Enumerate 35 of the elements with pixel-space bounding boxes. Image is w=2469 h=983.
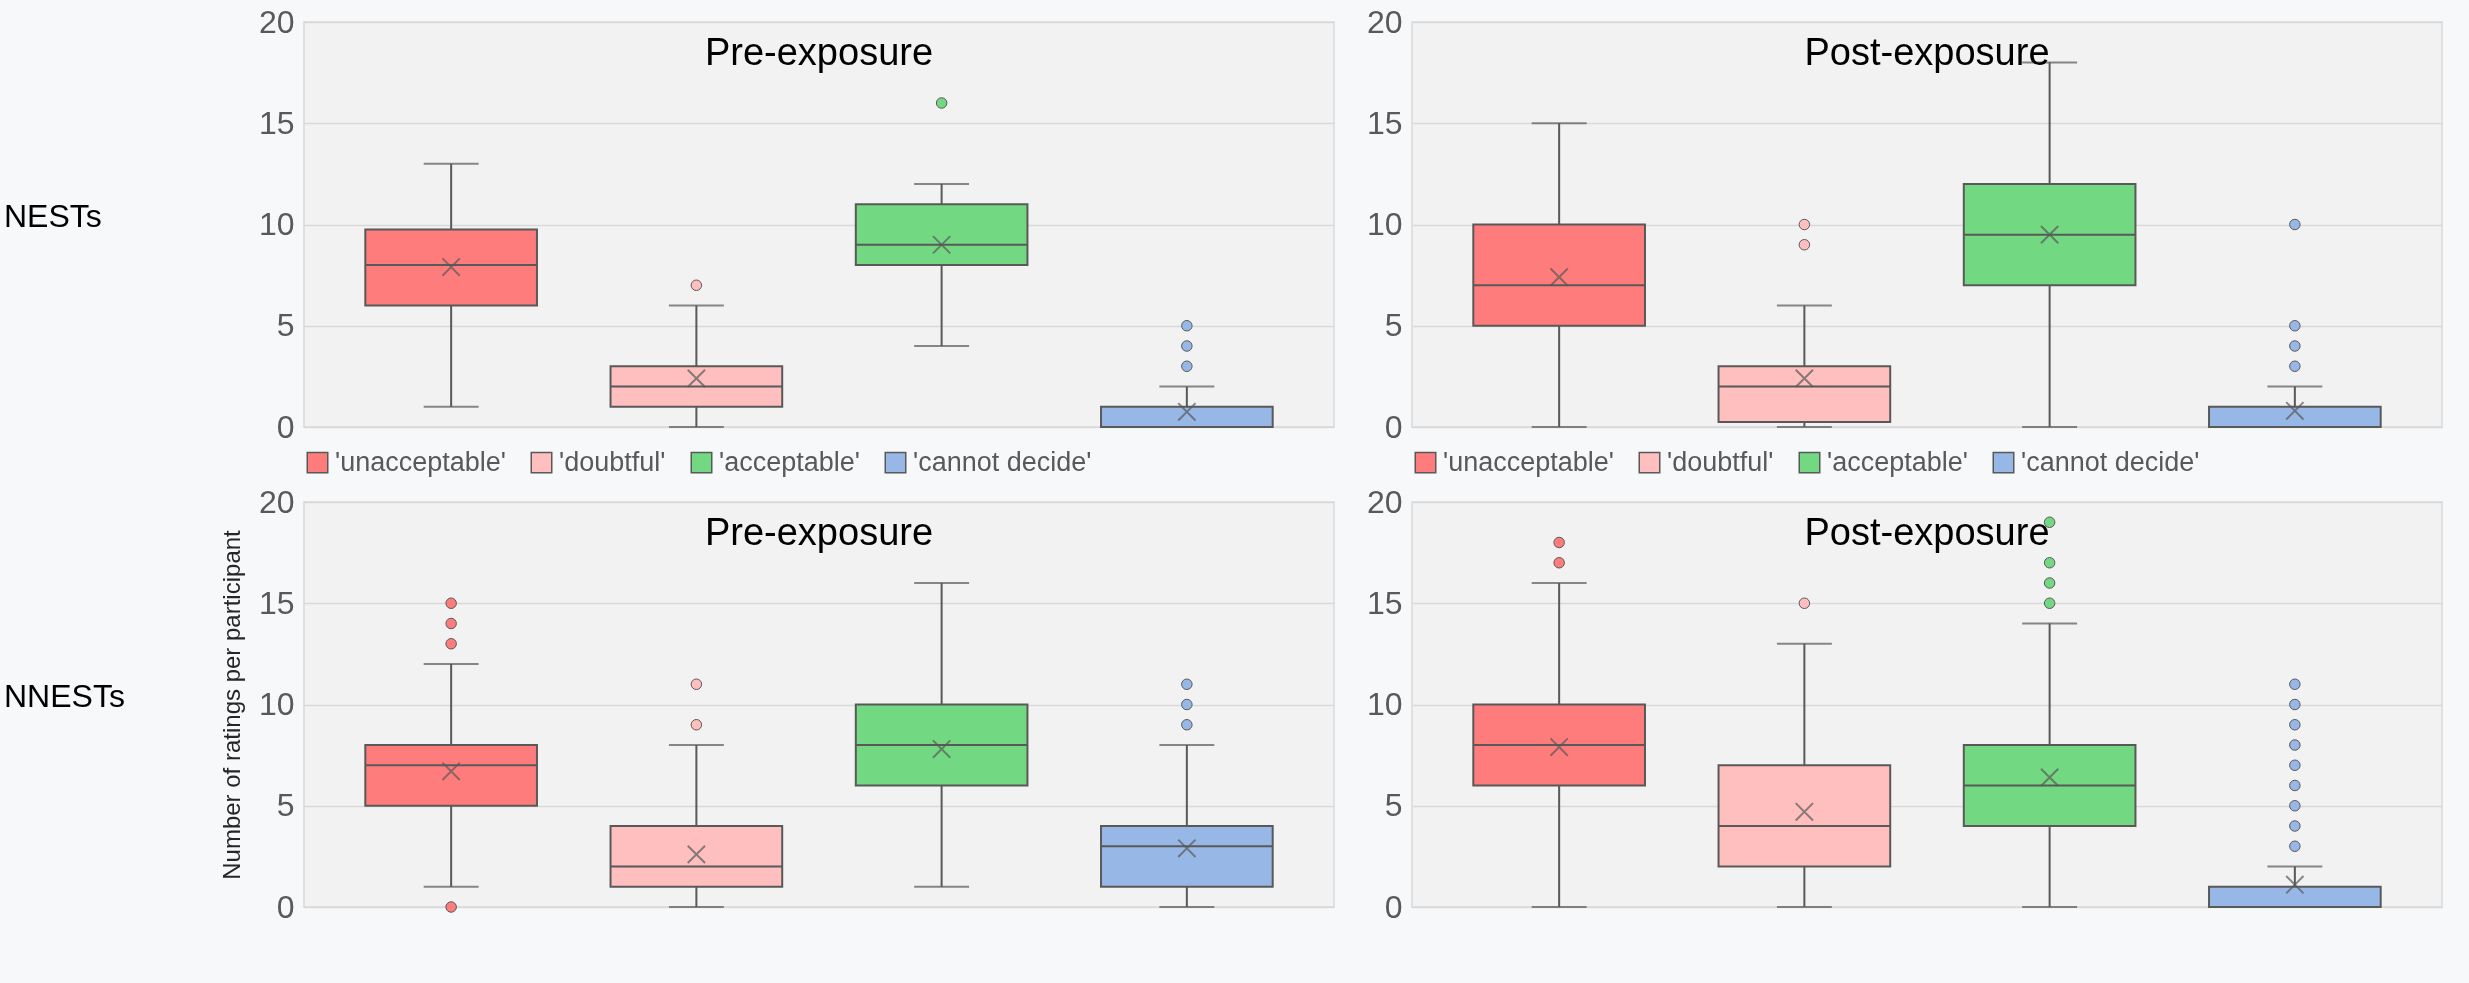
chart-title: Pre-exposure	[704, 31, 934, 73]
chart-title: Pre-exposure	[704, 511, 934, 553]
chart-title: Post-exposure	[1803, 511, 2050, 553]
y-tick-label: 10	[1366, 206, 1402, 242]
legend-label: 'doubtful'	[559, 446, 666, 477]
y-tick-label: 0	[1384, 888, 1402, 925]
text: NNESTs	[4, 677, 125, 714]
chart-title: Post-exposure	[1803, 31, 2050, 73]
y-tick-label: 20	[258, 3, 295, 40]
y-tick-label: 0	[276, 408, 295, 445]
y-tick-label: 15	[258, 584, 295, 621]
text: NESTs	[4, 197, 102, 234]
legend-label: 'acceptable'	[1826, 446, 1968, 477]
legend-label: 'unacceptable'	[1442, 446, 1614, 477]
y-tick-label: 15	[258, 104, 295, 141]
y-tick-label: 5	[1384, 787, 1402, 824]
y-tick-label: 20	[1366, 3, 1402, 40]
legend-label: 'doubtful'	[1666, 446, 1773, 477]
y-tick-label: 10	[258, 206, 295, 242]
y-axis-title: Number of ratings per participant	[217, 529, 245, 880]
y-tick-label: 5	[1384, 307, 1402, 344]
legend-label: 'cannot decide'	[2020, 446, 2199, 477]
legend-label: 'cannot decide'	[913, 446, 1092, 477]
y-tick-label: 5	[276, 307, 295, 344]
y-tick-label: 15	[1366, 584, 1402, 621]
y-tick-label: 20	[1366, 483, 1402, 520]
y-tick-label: 10	[258, 686, 295, 722]
legend-label: 'acceptable'	[719, 446, 860, 477]
legend-label: 'unacceptable'	[335, 446, 506, 477]
y-tick-label: 0	[1384, 408, 1402, 445]
y-tick-label: 0	[276, 888, 295, 925]
y-tick-label: 5	[276, 787, 295, 824]
y-tick-label: 20	[258, 483, 295, 520]
y-tick-label: 15	[1366, 104, 1402, 141]
y-tick-label: 10	[1366, 686, 1402, 722]
